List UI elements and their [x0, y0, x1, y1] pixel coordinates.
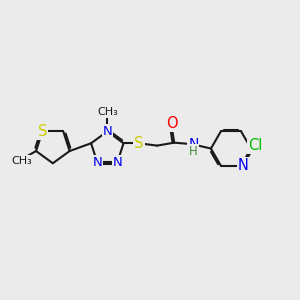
Text: N: N	[102, 125, 112, 138]
Text: S: S	[134, 136, 143, 151]
Text: N: N	[238, 158, 249, 173]
Text: CH₃: CH₃	[97, 107, 118, 117]
Text: Cl: Cl	[248, 138, 262, 153]
Text: N: N	[112, 156, 122, 169]
Text: H: H	[189, 145, 198, 158]
Text: N: N	[188, 137, 199, 151]
Text: N: N	[92, 156, 102, 169]
Text: S: S	[38, 124, 47, 139]
Text: O: O	[166, 116, 178, 131]
Text: CH₃: CH₃	[11, 156, 32, 166]
